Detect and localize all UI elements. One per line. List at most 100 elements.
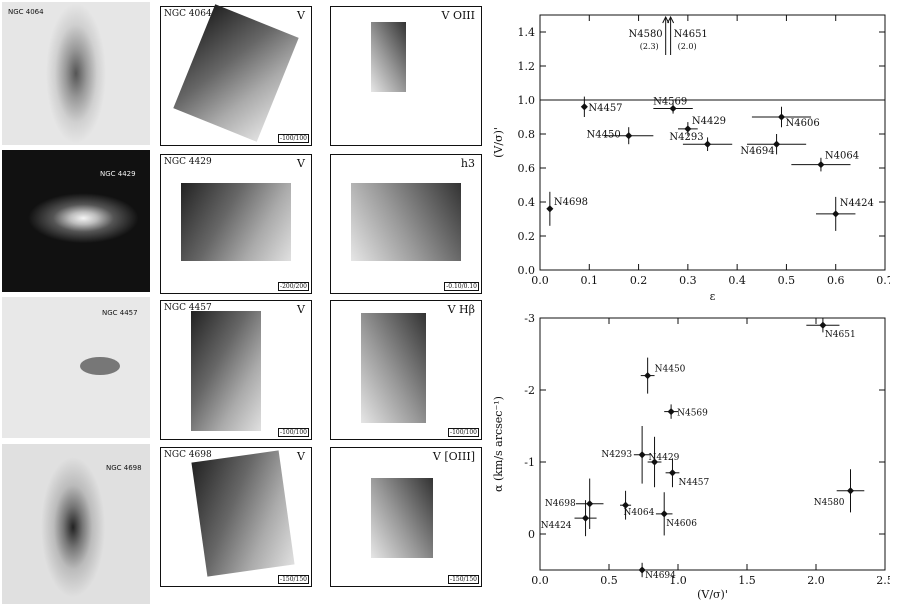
galaxy-image-ngc4064: NGC 4064 (2, 2, 150, 145)
point-label: N4569 (677, 409, 708, 419)
velocity-field (173, 4, 299, 142)
x-axis-label: ε (710, 290, 716, 303)
arrow-head (662, 15, 670, 24)
tile-label: NGC 4698 (106, 464, 142, 472)
data-point (586, 500, 594, 508)
map-range-label: -200/200 (278, 282, 309, 291)
data-point (817, 161, 825, 169)
velocity-field (191, 311, 261, 431)
arrow-sublabel: (2.0) (678, 42, 697, 51)
velocity-field (191, 450, 295, 577)
point-label: N4450 (655, 365, 686, 375)
galaxy-image-ngc4429: NGC 4429 (2, 150, 150, 292)
map-range-label: -100/100 (278, 134, 309, 143)
galaxy-image-ngc4698: NGC 4698 (2, 444, 150, 604)
y-tick-label: 0.0 (518, 264, 536, 277)
velocity-map: NGC 4698 V -150/150 (160, 447, 312, 587)
point-label: N4293 (601, 450, 632, 460)
map-galaxy-name: NGC 4457 (164, 303, 212, 313)
data-point (580, 103, 588, 111)
arrow-label: N4651 (674, 29, 708, 40)
secondary-map: V OIII (330, 6, 482, 146)
y-tick-label: 0.6 (518, 162, 536, 175)
x-tick-label: 0.7 (876, 274, 890, 287)
data-point (625, 132, 633, 140)
point-label: N4293 (669, 132, 703, 143)
point-label: N4457 (588, 103, 622, 114)
x-axis-label: (V/σ)' (697, 588, 728, 601)
point-label: N4424 (541, 521, 572, 531)
x-tick-label: 0.5 (778, 274, 796, 287)
map-quantity-label: V (297, 157, 305, 170)
y-tick-label: 0 (528, 528, 535, 541)
point-label: N4450 (587, 130, 621, 141)
data-point (622, 501, 630, 509)
map-quantity-label: V Hβ (447, 303, 475, 316)
x-tick-label: 0.0 (531, 274, 549, 287)
velocity-field (371, 22, 406, 92)
velocity-map: NGC 4064 V -100/100 (160, 4, 312, 146)
point-label: N4580 (814, 498, 845, 508)
y-tick-label: 1.4 (518, 26, 536, 39)
x-tick-label: 0.6 (827, 274, 845, 287)
y-tick-label: 0.2 (518, 230, 536, 243)
secondary-map: h3 -0.10/0.10 (330, 154, 482, 294)
point-label: N4424 (840, 198, 874, 209)
map-quantity-label: h3 (460, 157, 475, 170)
arrow-sublabel: (2.3) (640, 42, 659, 51)
data-point (651, 458, 659, 466)
point-label: N4429 (692, 116, 726, 127)
velocity-map: NGC 4429 V -200/200 (160, 154, 312, 294)
tile-label: NGC 4064 (8, 8, 44, 16)
x-tick-label: 2.0 (807, 574, 825, 587)
plot-frame (539, 317, 886, 571)
point-label: N4569 (653, 97, 687, 108)
velocity-field (361, 313, 426, 423)
velocity-field (371, 478, 433, 558)
map-range-label: -150/150 (278, 575, 309, 584)
y-tick-label: -3 (524, 312, 535, 325)
velocity-map: NGC 4457 V -100/100 (160, 300, 312, 440)
data-point (668, 469, 677, 477)
y-tick-label: 1.0 (518, 94, 536, 107)
x-tick-label: 0.4 (728, 274, 746, 287)
point-label: N4698 (545, 499, 576, 509)
map-galaxy-name: NGC 4698 (164, 450, 212, 460)
map-quantity-label: V (297, 303, 305, 316)
point-label: N4694 (645, 571, 676, 581)
galaxy-blob (80, 357, 120, 375)
x-tick-label: 0.0 (531, 574, 549, 587)
data-point (660, 510, 668, 518)
point-label: N4064 (624, 508, 655, 518)
point-label: N4698 (554, 197, 588, 208)
vsigma-vs-ellipticity-chart: 0.0 0.1 0.2 0.3 0.4 0.5 0.6 0.7 0.0 0.2 0.4 0.6 0.8 1… (492, 14, 890, 303)
point-label: N4694 (740, 146, 774, 157)
map-range-label: -0.10/0.10 (444, 282, 479, 291)
plot-frame (539, 14, 886, 271)
point-label: N4606 (666, 519, 697, 529)
arrow-head (667, 15, 675, 24)
data-point (638, 566, 646, 574)
data-point (644, 372, 652, 380)
x-tick-label: 0.2 (630, 274, 648, 287)
velocity-field (181, 183, 291, 261)
secondary-map: V [OIII] -150/150 (330, 447, 482, 587)
y-tick-label: 0.4 (518, 196, 536, 209)
data-point (777, 113, 786, 121)
y-tick-label: 1.2 (518, 60, 536, 73)
x-tick-label: 1.5 (738, 574, 756, 587)
data-point (704, 140, 712, 148)
y-axis-label: (V/σ)' (492, 127, 505, 158)
y-tick-label: 0.8 (518, 128, 536, 141)
arrow-label: N4580 (628, 29, 662, 40)
alpha-vs-vsigma-chart: 0.0 0.5 1.0 1.5 2.0 2.5 -3 -2 -1 0 (V/σ)' α (km/s a… (492, 312, 890, 601)
map-range-label: -100/100 (278, 428, 309, 437)
point-label: N4429 (649, 453, 680, 463)
x-tick-label: 0.1 (581, 274, 599, 287)
data-point (667, 408, 675, 416)
map-galaxy-name: NGC 4429 (164, 157, 212, 167)
data-point (546, 205, 554, 213)
galaxy-image-ngc4457: NGC 4457 (2, 297, 150, 438)
data-point (638, 451, 646, 459)
velocity-field (351, 183, 461, 261)
